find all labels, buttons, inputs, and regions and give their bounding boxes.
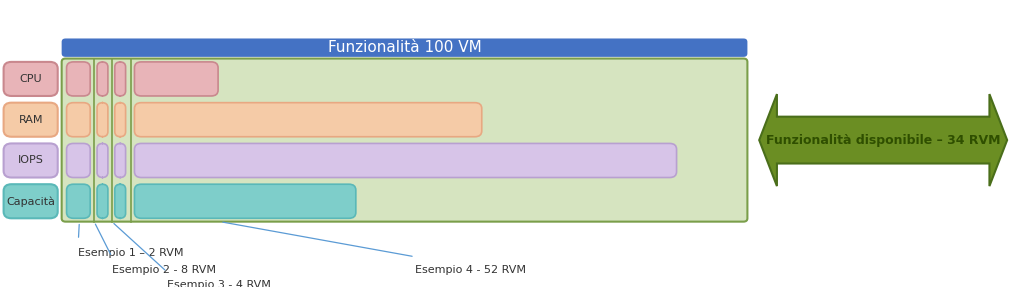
FancyBboxPatch shape (115, 103, 125, 137)
FancyBboxPatch shape (97, 103, 108, 137)
FancyBboxPatch shape (115, 62, 125, 96)
Polygon shape (760, 94, 1007, 186)
Text: RAM: RAM (19, 115, 43, 125)
FancyBboxPatch shape (67, 62, 90, 96)
FancyBboxPatch shape (97, 62, 108, 96)
FancyBboxPatch shape (67, 103, 90, 137)
FancyBboxPatch shape (62, 38, 747, 57)
FancyBboxPatch shape (67, 184, 90, 218)
Text: CPU: CPU (20, 74, 42, 84)
FancyBboxPatch shape (4, 62, 58, 96)
FancyBboxPatch shape (4, 184, 58, 218)
FancyBboxPatch shape (4, 144, 58, 178)
FancyBboxPatch shape (4, 103, 58, 137)
FancyBboxPatch shape (115, 144, 125, 178)
Text: Funzionalità 100 VM: Funzionalità 100 VM (328, 40, 481, 55)
FancyBboxPatch shape (135, 103, 482, 137)
FancyBboxPatch shape (115, 184, 125, 218)
FancyBboxPatch shape (97, 144, 108, 178)
FancyBboxPatch shape (135, 144, 676, 178)
Text: Capacità: Capacità (6, 196, 56, 207)
FancyBboxPatch shape (135, 184, 356, 218)
Text: Esempio 4 - 52 RVM: Esempio 4 - 52 RVM (415, 265, 526, 275)
Text: IOPS: IOPS (17, 156, 43, 166)
FancyBboxPatch shape (67, 144, 90, 178)
FancyBboxPatch shape (62, 59, 747, 222)
Text: Funzionalità disponibile – 34 RVM: Funzionalità disponibile – 34 RVM (766, 133, 1000, 147)
FancyBboxPatch shape (97, 184, 108, 218)
Text: Esempio 2 - 8 RVM: Esempio 2 - 8 RVM (112, 265, 216, 275)
Text: Esempio 1 – 2 RVM: Esempio 1 – 2 RVM (78, 249, 184, 258)
Text: Esempio 3 - 4 RVM: Esempio 3 - 4 RVM (167, 280, 270, 287)
FancyBboxPatch shape (135, 62, 218, 96)
